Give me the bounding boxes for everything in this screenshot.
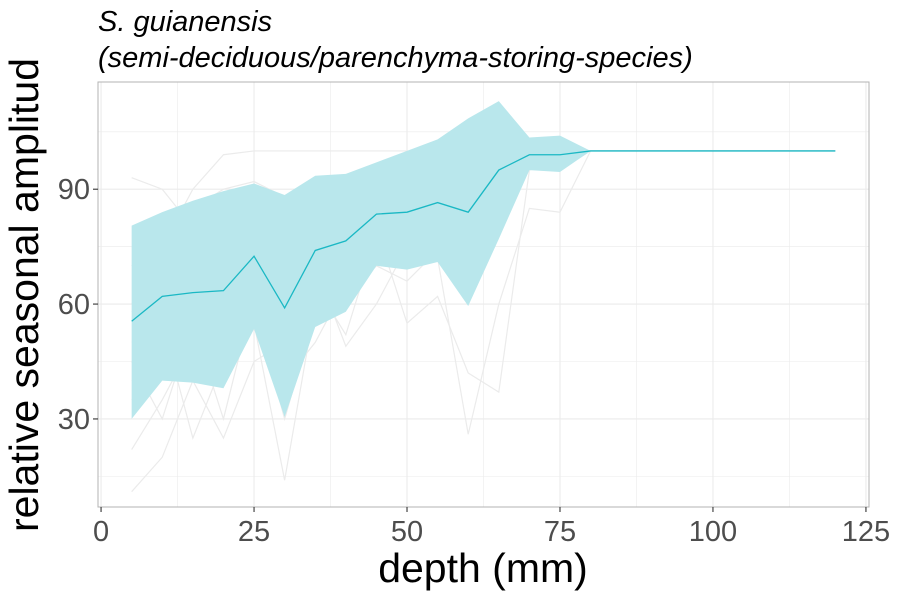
x-tick-label: 50 [391,516,423,548]
x-axis-title: depth (mm) [378,545,588,591]
individual-line [131,150,836,493]
mean-series [131,150,836,322]
x-tick-label: 25 [238,516,270,548]
chart-subtitle: (semi-deciduous/parenchyma-storing-speci… [98,42,693,74]
y-axis: 30 60 90 [58,174,98,436]
x-tick-label: 100 [689,516,737,548]
y-axis-title: relative seasonal amplitud [1,58,47,532]
x-tick-label: 0 [93,516,109,548]
x-axis: 0 25 50 75 100 125 [93,507,890,548]
chart-title: S. guianensis [98,6,273,38]
range-band [131,101,591,419]
x-tick-label: 125 [842,516,890,548]
y-tick-label: 90 [58,174,90,206]
y-tick-label: 30 [58,404,90,436]
mean-line [131,150,836,322]
panel-border [97,81,870,508]
y-tick-label: 60 [58,289,90,321]
x-tick-label: 75 [544,516,576,548]
range-band-area [131,101,591,419]
